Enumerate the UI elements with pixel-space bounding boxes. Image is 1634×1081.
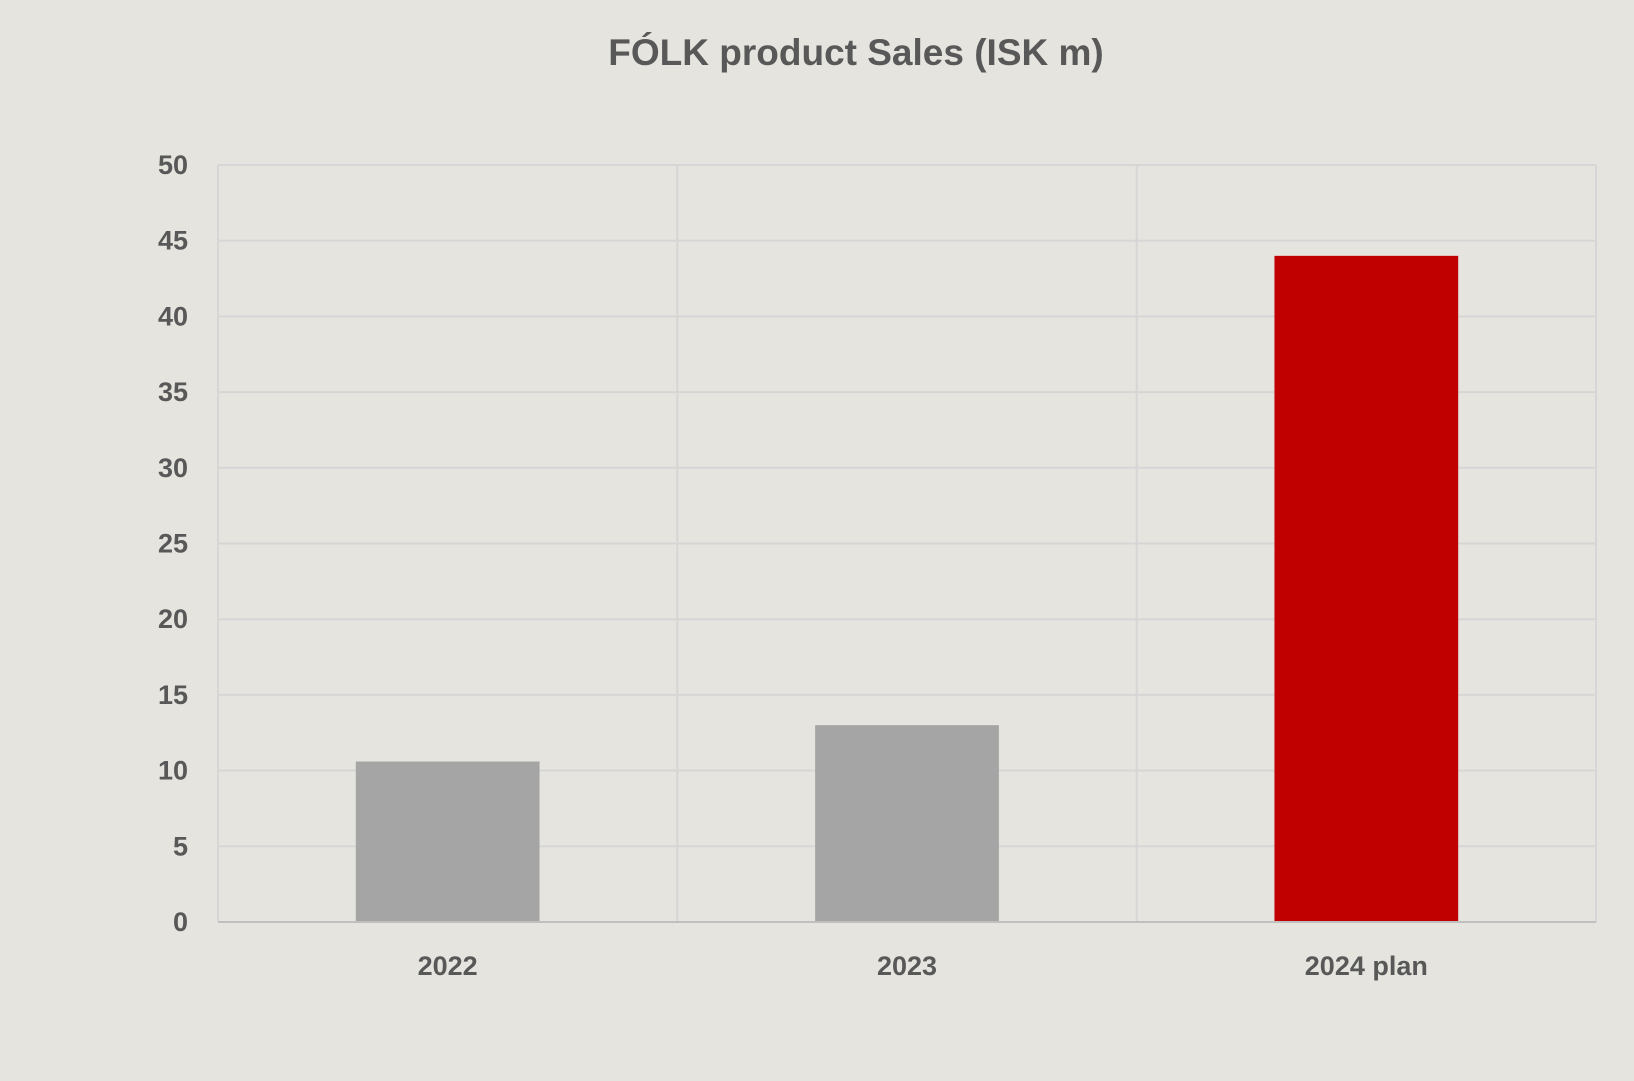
y-tick-label: 10 bbox=[158, 756, 188, 786]
x-tick-label: 2022 bbox=[418, 951, 478, 981]
y-axis-tick-labels: 0 5 10 15 20 25 30 35 40 45 50 bbox=[158, 150, 188, 937]
x-tick-label: 2023 bbox=[877, 951, 937, 981]
y-tick-label: 25 bbox=[158, 529, 188, 559]
bar-2023 bbox=[815, 725, 999, 922]
y-tick-label: 50 bbox=[158, 150, 188, 180]
y-tick-label: 20 bbox=[158, 604, 188, 634]
chart-title: FÓLK product Sales (ISK m) bbox=[608, 32, 1104, 73]
y-tick-label: 15 bbox=[158, 680, 188, 710]
y-tick-label: 30 bbox=[158, 453, 188, 483]
y-tick-label: 45 bbox=[158, 226, 188, 256]
bar-2024-plan bbox=[1274, 255, 1459, 923]
x-axis-tick-labels: 2022 2023 2024 plan bbox=[418, 951, 1428, 981]
bars bbox=[355, 255, 1459, 923]
y-tick-label: 40 bbox=[158, 301, 188, 331]
y-tick-label: 5 bbox=[173, 831, 188, 861]
y-tick-label: 0 bbox=[173, 907, 188, 937]
bar-2022 bbox=[355, 761, 540, 922]
y-tick-label: 35 bbox=[158, 377, 188, 407]
x-tick-label: 2024 plan bbox=[1305, 951, 1428, 981]
